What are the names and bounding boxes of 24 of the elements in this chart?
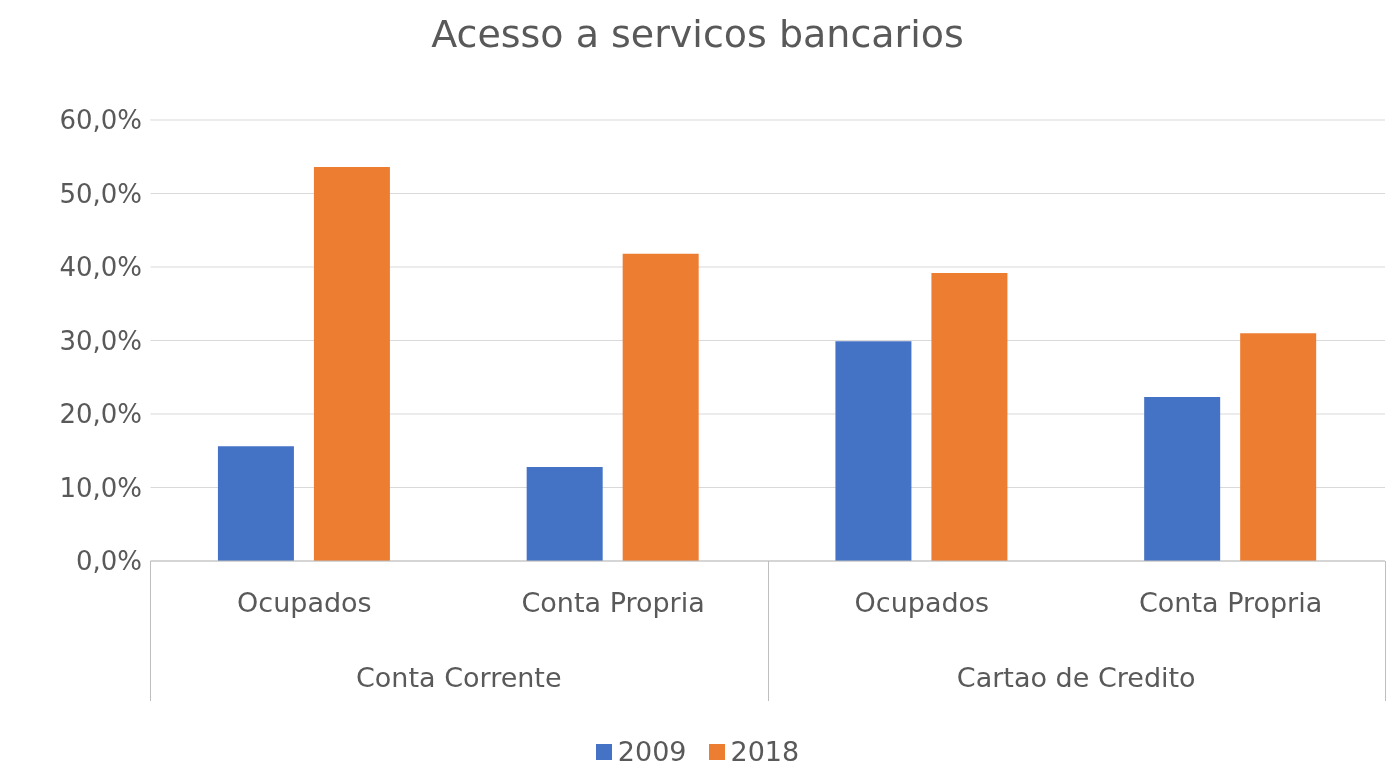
- bar: [1144, 397, 1221, 561]
- x-tick-label: Conta Propria: [521, 587, 705, 619]
- x-tick-label: Conta Propria: [1138, 587, 1323, 619]
- legend-label: 2018: [730, 736, 800, 767]
- bar: [1240, 333, 1317, 561]
- bar: [835, 341, 912, 561]
- y-tick-label: 40,0%: [59, 252, 142, 283]
- y-tick-label: 30,0%: [59, 325, 142, 356]
- text: Conta Corrente: [354, 662, 563, 693]
- bar: [217, 446, 294, 561]
- chart-title: Acesso a servicos bancarios: [430, 12, 965, 56]
- x-tick-label: Ocupados: [854, 587, 990, 619]
- text: Cartao de Credito: [955, 662, 1197, 693]
- y-tick-label: 10,0%: [59, 472, 142, 503]
- bar: [526, 466, 603, 561]
- bar: [313, 167, 390, 561]
- bar: [622, 253, 699, 561]
- y-tick-label: 50,0%: [59, 178, 142, 209]
- y-tick-label: 60,0%: [59, 105, 142, 136]
- bar: [931, 272, 1008, 561]
- x-tick-label: Ocupados: [237, 587, 372, 619]
- y-tick-label: 20,0%: [59, 399, 142, 430]
- legend-label: 2009: [617, 736, 687, 767]
- y-tick-label: 0,0%: [75, 546, 142, 577]
